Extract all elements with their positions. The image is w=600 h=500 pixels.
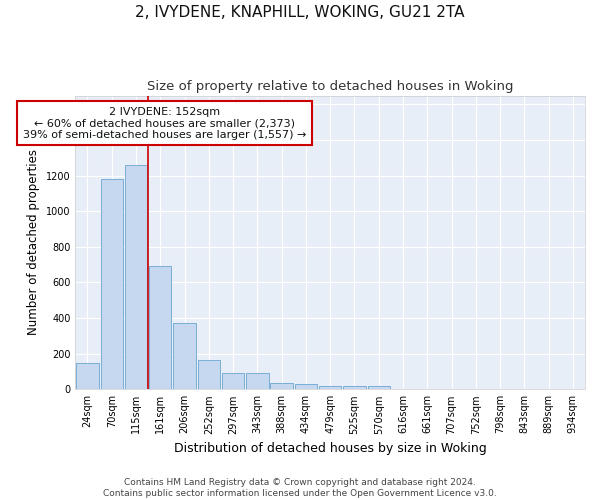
Y-axis label: Number of detached properties: Number of detached properties [27,150,40,336]
Bar [222,374,244,390]
Bar [343,386,365,390]
Text: 2 IVYDENE: 152sqm
← 60% of detached houses are smaller (2,373)
39% of semi-detac: 2 IVYDENE: 152sqm ← 60% of detached hous… [23,106,306,140]
Bar [173,322,196,390]
Bar [76,363,98,390]
Bar [101,179,123,390]
X-axis label: Distribution of detached houses by size in Woking: Distribution of detached houses by size … [174,442,487,455]
Text: 2, IVYDENE, KNAPHILL, WOKING, GU21 2TA: 2, IVYDENE, KNAPHILL, WOKING, GU21 2TA [135,5,465,20]
Bar [295,384,317,390]
Bar [197,360,220,390]
Title: Size of property relative to detached houses in Woking: Size of property relative to detached ho… [147,80,514,93]
Text: Contains HM Land Registry data © Crown copyright and database right 2024.
Contai: Contains HM Land Registry data © Crown c… [103,478,497,498]
Bar [319,386,341,390]
Bar [125,165,147,390]
Bar [368,386,390,390]
Bar [149,266,172,390]
Bar [246,374,269,390]
Bar [271,382,293,390]
